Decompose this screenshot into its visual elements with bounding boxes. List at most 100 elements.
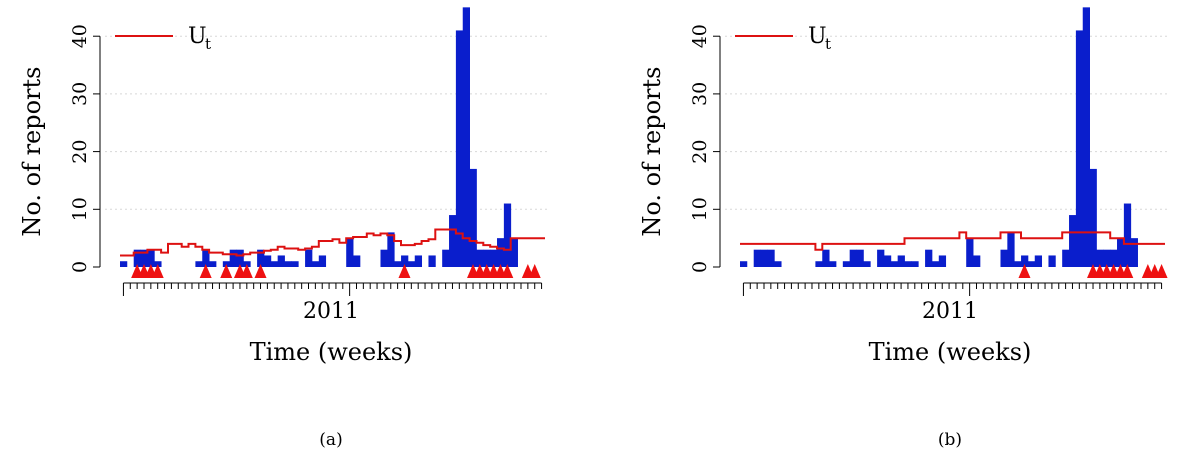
bar [394, 261, 402, 267]
bar [1048, 255, 1056, 267]
bar [973, 255, 981, 267]
bar [863, 261, 871, 267]
bar [346, 238, 354, 267]
legend-label-subscript: t [825, 35, 831, 53]
bar [476, 249, 484, 267]
bar [195, 261, 203, 267]
y-tick-label: 20 [69, 140, 91, 164]
bar [401, 255, 409, 267]
threshold-line [740, 231, 1165, 251]
alarm-marker [1121, 264, 1134, 278]
panel-a: 0 10 20 30 40 No. of reports 2011 Time (weeks) U… [18, 7, 550, 450]
legend-label-subscript: t [205, 35, 211, 53]
alarm-marker [220, 264, 233, 278]
bar [760, 249, 768, 267]
bar [883, 255, 892, 267]
bar [120, 261, 128, 267]
y-tick-label: 20 [689, 140, 711, 164]
bar [449, 215, 457, 267]
bar [911, 261, 919, 267]
y-tick-label: 30 [689, 82, 711, 106]
y-tick-label: 40 [689, 24, 711, 48]
y-tick-label: 0 [69, 261, 91, 273]
bar [380, 249, 388, 267]
bar [842, 261, 851, 267]
y-tick-label: 30 [69, 82, 91, 106]
bar [966, 238, 974, 267]
bar [938, 255, 947, 267]
y-axis-label: No. of reports [18, 67, 46, 237]
bar [407, 261, 416, 267]
bar [931, 261, 940, 267]
bar [414, 255, 423, 267]
bar [897, 255, 905, 267]
bar [1014, 261, 1022, 267]
bar [442, 249, 450, 267]
bar [1075, 30, 1084, 268]
bar [462, 7, 470, 267]
bar [1034, 255, 1043, 267]
bar [469, 168, 477, 267]
bar [209, 261, 217, 267]
panel-a-caption: (a) [319, 430, 342, 450]
bar [1103, 249, 1111, 267]
bar [229, 249, 237, 267]
bar [236, 249, 244, 267]
bar [483, 249, 491, 267]
bar [222, 261, 231, 267]
bar [497, 238, 505, 267]
bar [455, 30, 464, 268]
bar [305, 249, 313, 267]
bar [815, 261, 823, 267]
bar [291, 261, 299, 267]
bar [503, 203, 512, 267]
alarm-marker [240, 264, 253, 278]
bar [284, 261, 292, 267]
alarm-marker [501, 264, 514, 278]
y-tick-label: 10 [689, 197, 711, 221]
plot-area-b: 0 10 20 30 40 No. of reports 2011 Time (weeks) U… [638, 7, 1170, 366]
bar [428, 255, 436, 267]
alarm-marker [1155, 264, 1168, 278]
bar [753, 249, 761, 267]
y-tick-label: 10 [69, 197, 91, 221]
bar [1069, 215, 1077, 267]
bar [147, 249, 155, 267]
bar [1096, 249, 1104, 267]
y-axis-label: No. of reports [638, 67, 666, 237]
bar [263, 255, 272, 267]
y-tick-label: 0 [689, 261, 711, 273]
bar [1000, 249, 1008, 267]
bar [849, 249, 857, 267]
bar [877, 249, 885, 267]
alarm-marker [151, 264, 164, 278]
bar [1123, 203, 1132, 267]
alarm-marker [199, 264, 212, 278]
bar [822, 249, 830, 267]
bar [510, 238, 518, 267]
bar [1082, 7, 1090, 267]
bar [829, 261, 837, 267]
bar [774, 261, 782, 267]
alarm-marker [398, 264, 411, 278]
bar [202, 249, 210, 267]
bar [767, 249, 775, 267]
y-tick-label: 40 [69, 24, 91, 48]
threshold-line [120, 228, 545, 257]
bar [353, 255, 361, 267]
bar [318, 255, 327, 267]
bar [133, 249, 141, 267]
bar [925, 249, 933, 267]
bar [904, 261, 912, 267]
x-tick-label: 2011 [303, 299, 359, 324]
bar [740, 261, 748, 267]
bar [1110, 249, 1118, 267]
panel-b-caption: (b) [938, 430, 962, 450]
alarm-marker [1018, 264, 1031, 278]
legend-label: U [808, 24, 827, 49]
bar [257, 249, 265, 267]
alarm-marker [254, 264, 267, 278]
bar [1027, 261, 1036, 267]
bar [277, 255, 285, 267]
